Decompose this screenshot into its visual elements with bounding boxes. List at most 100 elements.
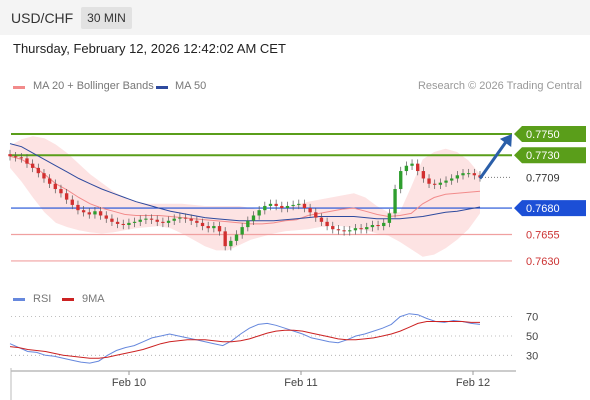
candle xyxy=(115,221,120,224)
rsi-legend: RSI xyxy=(33,293,52,305)
candle xyxy=(212,226,216,229)
candle xyxy=(246,220,250,228)
candle xyxy=(47,178,52,184)
candle xyxy=(466,173,471,175)
price-tag-label: 0.7750 xyxy=(526,129,560,141)
candle xyxy=(144,218,148,220)
candle xyxy=(433,183,437,185)
rsi-ma-line xyxy=(9,321,480,359)
candle xyxy=(444,180,448,183)
candle xyxy=(53,183,57,190)
candle xyxy=(268,203,273,206)
ma20-swatch xyxy=(13,86,25,89)
price-tag: 0.7680 xyxy=(514,200,586,217)
candle xyxy=(42,173,46,179)
candle xyxy=(98,211,103,216)
candle xyxy=(342,230,346,232)
candle xyxy=(127,222,131,225)
candle xyxy=(302,203,307,209)
candle xyxy=(427,178,431,184)
timestamp: Thursday, February 12, 2026 12:42:02 AM … xyxy=(13,41,286,56)
candle xyxy=(331,226,335,230)
candle xyxy=(461,173,465,176)
candle xyxy=(223,231,227,247)
candle xyxy=(438,182,443,185)
candle xyxy=(263,205,267,211)
rsi-tick-label: 30 xyxy=(526,350,538,362)
timeframe-tab[interactable]: 30 MIN xyxy=(81,7,132,29)
candle xyxy=(399,171,403,190)
candle xyxy=(59,189,63,194)
candle xyxy=(206,226,210,229)
rsi-ma-legend: 9MA xyxy=(82,293,105,305)
projection-arrow xyxy=(478,138,510,180)
rsi-swatch xyxy=(13,298,25,301)
candle xyxy=(183,217,188,219)
candle xyxy=(348,230,352,232)
price-tag-label: 0.7730 xyxy=(526,150,560,162)
candle xyxy=(121,223,125,225)
candle xyxy=(189,218,193,221)
candle xyxy=(229,240,233,247)
price-tag-label: 0.7680 xyxy=(526,203,560,215)
candle xyxy=(155,219,159,222)
candle xyxy=(404,165,409,172)
candle xyxy=(217,226,222,232)
x-tick-label: Feb 11 xyxy=(284,377,317,389)
candle xyxy=(455,175,460,179)
price-tag-bg xyxy=(514,126,586,143)
candle xyxy=(314,212,318,218)
candle xyxy=(251,215,256,221)
candle xyxy=(161,221,165,223)
candle xyxy=(319,217,324,222)
rsi-tick-label: 70 xyxy=(526,312,538,324)
candle xyxy=(359,228,363,230)
candle xyxy=(421,171,426,179)
current-price-label: 0.7709 xyxy=(526,172,560,184)
x-tick-label: Feb 10 xyxy=(112,377,146,389)
rsi-tick-label: 50 xyxy=(526,331,538,343)
bollinger-band xyxy=(10,136,480,257)
candle xyxy=(274,203,278,206)
candle xyxy=(416,163,420,172)
target-price-label: 0.7630 xyxy=(526,256,560,268)
candle xyxy=(382,222,386,227)
projection-arrowhead xyxy=(499,134,512,147)
candle xyxy=(195,220,199,223)
current-price-bg xyxy=(517,169,586,186)
x-tick-label: Feb 12 xyxy=(456,377,490,389)
candle xyxy=(472,173,477,176)
price-tag-bg xyxy=(514,147,586,164)
candle xyxy=(393,189,397,214)
candle xyxy=(297,203,301,205)
ma20-line xyxy=(9,155,481,225)
candle xyxy=(81,210,86,213)
candle xyxy=(110,218,114,222)
candle xyxy=(36,167,40,174)
candle xyxy=(285,205,290,209)
candle xyxy=(76,204,80,211)
candle xyxy=(370,225,375,228)
rsi-line xyxy=(9,313,481,364)
candle xyxy=(376,225,380,227)
candle xyxy=(30,163,35,168)
candle xyxy=(104,215,108,219)
ma50-line xyxy=(9,143,481,222)
candle xyxy=(19,157,24,159)
price-tag: 0.7630 xyxy=(526,256,560,268)
candle xyxy=(365,227,369,230)
price-tag: 0.7750 xyxy=(514,126,586,143)
candle xyxy=(93,211,97,215)
price-tag: 0.7730 xyxy=(514,147,586,164)
candle xyxy=(280,205,284,209)
target-price-label: 0.7655 xyxy=(526,230,560,242)
candle xyxy=(166,220,171,223)
candle xyxy=(178,217,182,219)
ma50-swatch xyxy=(156,86,168,89)
candle xyxy=(291,204,295,206)
candle xyxy=(132,221,137,223)
candle xyxy=(149,218,154,220)
candle xyxy=(87,212,91,215)
candle xyxy=(8,154,12,157)
